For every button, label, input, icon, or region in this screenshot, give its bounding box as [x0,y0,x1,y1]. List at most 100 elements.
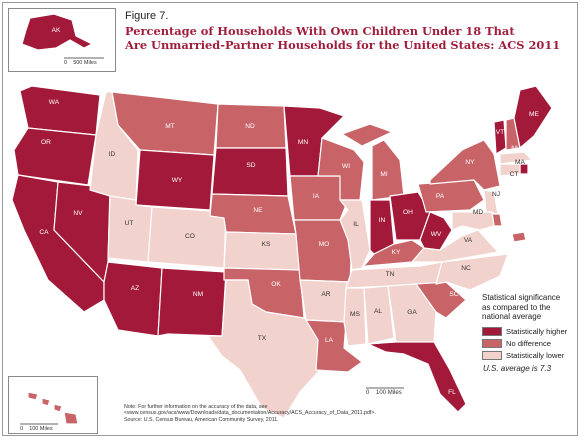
state-label-ks: KS [262,241,271,248]
state-label-in: IN [379,217,386,224]
state-label-mn: MN [298,139,308,146]
state-label-ga: GA [407,309,417,316]
state-or [13,127,97,186]
legend-label-no-difference: No difference [506,338,552,348]
state-label-ar: AR [321,291,330,298]
state-label-al: AL [374,308,382,315]
state-ny [429,139,501,191]
state-label-me: ME [529,111,539,118]
state-label-ct: CT [510,171,519,178]
title-line-2: Are Unmarried-Partner Households for the… [125,38,561,52]
state-label-dc: DC [529,249,539,256]
state-wa [19,85,101,136]
state-az [103,261,163,337]
state-label-id: ID [109,151,116,158]
state-label-vt: VT [496,129,504,136]
state-md [451,211,495,231]
state-label-mt: MT [165,123,175,130]
state-ak [21,13,93,51]
state-ct [499,163,521,177]
state-label-ne: NE [253,207,263,214]
alaska-scale: 0 500 Miles [64,60,97,66]
state-label-hi: HI [17,407,24,414]
state-label-nc: NC [461,265,471,272]
state-label-wa: WA [49,99,60,106]
state-ms [343,287,367,347]
state-id [89,91,139,201]
state-label-md: MD [473,209,483,216]
state-label-nd: ND [245,123,255,130]
legend-swatch-no-difference [482,338,502,348]
note-line-1: Note: For further information on the acc… [124,404,268,410]
state-label-ms: MS [350,311,360,318]
state-vt [493,119,507,155]
state-label-fl: FL [448,389,456,396]
state-label-ok: OK [271,281,281,288]
state-me [513,85,553,149]
state-tx [207,279,321,419]
legend-swatch-higher [482,326,502,336]
state-label-nv: NV [73,210,83,217]
state-label-ut: UT [125,220,134,227]
state-pa [417,179,485,213]
legend-label-higher: Statistically higher [506,326,568,336]
legend-title-3: national average [482,312,542,321]
main-scale: 0 100 Miles [366,390,402,396]
state-ma [499,151,533,165]
state-label-tn: TN [386,271,395,278]
state-label-wv: WV [431,231,442,238]
legend-title-1: Statistical significance [482,293,561,302]
state-ar [299,279,351,323]
hawaii-scale-label: 100 Miles [29,426,53,432]
state-label-wi: WI [342,163,350,170]
state-ut [107,195,153,263]
state-label-sd: SD [246,162,255,169]
legend: Statistical significance as compared to … [482,293,578,362]
state-label-mo: MO [319,241,330,248]
state-label-de: DE [507,221,517,228]
state-dc [511,231,527,243]
state-label-ky: KY [392,249,401,256]
legend-swatch-lower [482,350,502,360]
figure-title: Percentage of Households With Own Childr… [125,24,565,52]
legend-title-2: as compared to the [482,302,551,312]
state-label-ma: MA [515,159,525,166]
state-label-nm: NM [193,291,203,298]
state-label-va: VA [464,237,473,244]
state-ky [361,239,425,269]
legend-item-higher: Statistically higher [482,326,578,338]
main-scale-label: 100 Miles [376,390,402,396]
state-label-wy: WY [172,177,183,184]
state-label-ny: NY [465,159,475,166]
title-line-1: Percentage of Households With Own Childr… [125,24,515,38]
state-al [363,285,395,345]
state-label-tx: TX [258,335,267,342]
state-label-co: CO [185,233,195,240]
note-line-3: Source: U.S. Census Bureau, American Com… [124,416,279,423]
alaska-scale-zero: 0 [64,60,68,66]
state-nm [157,267,227,337]
state-label-or: OR [41,139,51,146]
legend-label-lower: Statistically lower [506,350,565,360]
state-label-ia: IA [313,193,320,200]
hawaii-scale-zero: 0 [20,426,24,432]
note-line-2: <www.census.gov/acs/www/Downloads/data_d… [124,410,376,417]
state-label-il: IL [353,221,359,228]
state-label-pa: PA [436,193,445,200]
state-hi [27,391,79,425]
state-fl [367,341,467,413]
us-average-note: U.S. average is 7.3 [483,364,552,373]
state-ks [223,231,301,271]
state-sd [211,147,289,197]
source-note: Note: For further information on the acc… [124,404,474,423]
alaska-scale-label: 500 Miles [73,60,97,66]
legend-item-lower: Statistically lower [482,350,578,362]
state-label-ak: AK [52,27,61,34]
state-label-ca: CA [39,229,49,236]
state-label-sc: SC [449,291,458,298]
hawaii-scale: 0 100 Miles [20,426,53,432]
state-ga [387,283,437,343]
state-label-mi: MI [380,171,387,178]
state-label-la: LA [325,337,334,344]
